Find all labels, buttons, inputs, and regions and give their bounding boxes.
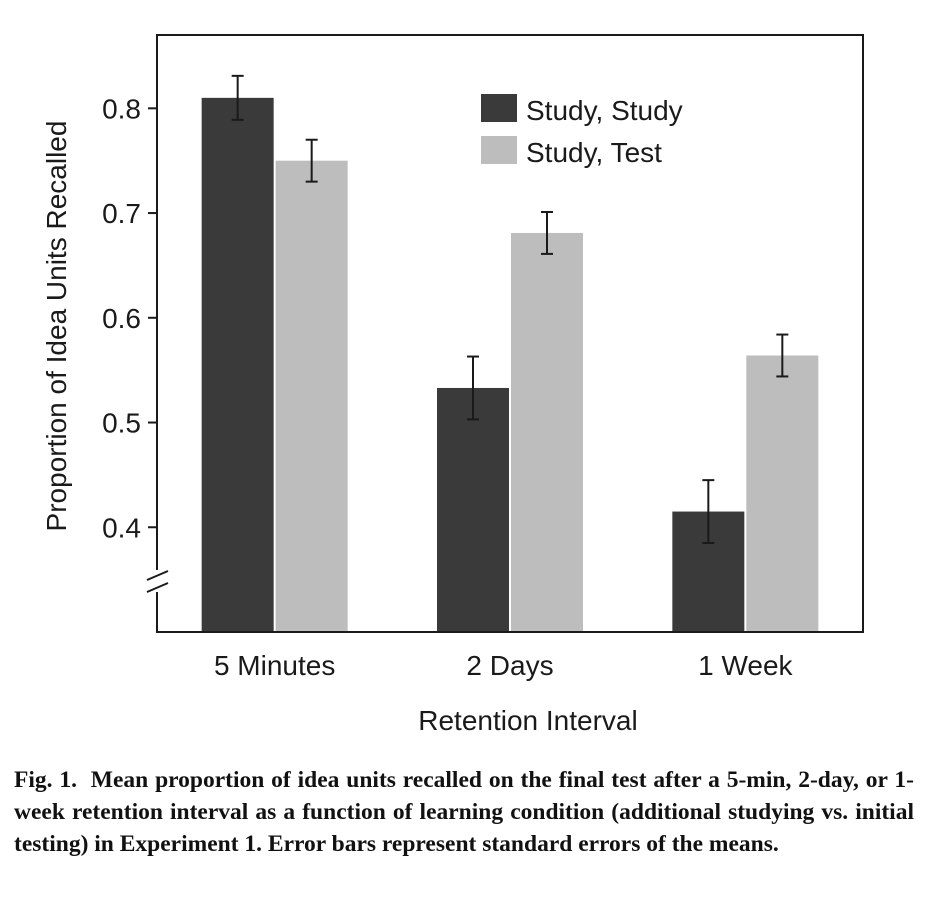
axis-break-mark <box>146 570 169 593</box>
legend: Study, Study Study, Test <box>481 94 683 168</box>
y-tick-label: 0.8 <box>102 93 141 124</box>
y-tick-label: 0.7 <box>102 198 141 229</box>
plot-frame <box>156 34 864 633</box>
y-axis-title: Proportion of Idea Units Recalled <box>41 121 72 532</box>
x-axis-labels: 5 Minutes 2 Days 1 Week <box>214 650 794 681</box>
bar-chart: 0.4 0.5 0.6 0.7 0.8 5 Minutes 2 Days 1 Week St… <box>41 34 864 736</box>
error-bar <box>305 138 318 183</box>
bar <box>275 160 348 631</box>
error-bar <box>467 355 479 421</box>
error-bar <box>231 74 244 121</box>
error-bar <box>702 479 715 544</box>
figure-caption: Fig. 1. Mean proportion of idea units re… <box>14 764 914 860</box>
legend-swatch-study-study <box>481 94 517 122</box>
y-axis-ticks: 0.4 0.5 0.6 0.7 0.8 <box>102 93 157 543</box>
caption-text: Mean proportion of idea units recalled o… <box>14 767 915 857</box>
error-bar <box>776 333 789 378</box>
y-tick-label: 0.5 <box>102 408 141 439</box>
bar <box>746 355 819 631</box>
x-axis-title: Retention Interval <box>418 705 637 736</box>
bar <box>437 387 509 631</box>
y-tick-label: 0.6 <box>102 303 141 334</box>
bar <box>201 97 274 631</box>
x-tick-label: 1 Week <box>698 650 793 681</box>
legend-swatch-study-test <box>481 136 517 164</box>
legend-label-study-study: Study, Study <box>526 95 683 126</box>
x-tick-label: 2 Days <box>466 650 553 681</box>
x-tick-label: 5 Minutes <box>214 650 335 681</box>
error-bar <box>541 211 553 255</box>
bar <box>511 232 583 631</box>
legend-label-study-test: Study, Test <box>526 137 662 168</box>
y-tick-label: 0.4 <box>102 512 141 543</box>
caption-label: Fig. 1. <box>14 767 78 793</box>
bars-layer <box>201 74 819 631</box>
